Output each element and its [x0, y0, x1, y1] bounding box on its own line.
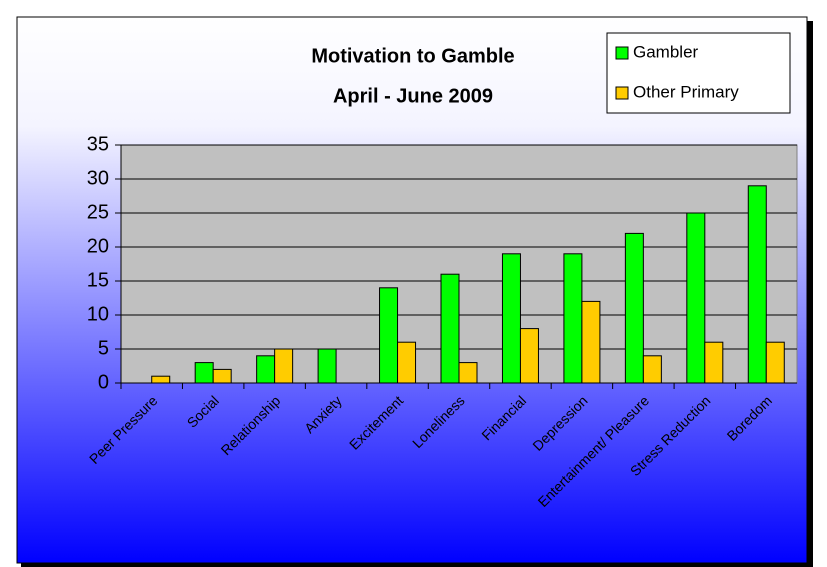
legend-label: Gambler	[633, 42, 699, 61]
bar	[581, 300, 601, 384]
bar	[274, 348, 294, 384]
bar	[642, 355, 662, 384]
y-tick-label: 10	[87, 303, 109, 325]
bar	[379, 287, 399, 384]
legend-swatch	[615, 46, 629, 60]
y-tick-label: 35	[87, 133, 109, 155]
y-tick-label: 25	[87, 201, 109, 223]
y-tick-label: 15	[87, 269, 109, 291]
bar	[765, 341, 785, 384]
bar	[440, 273, 460, 384]
bar	[256, 355, 276, 384]
bar	[151, 375, 171, 384]
bar	[317, 348, 337, 384]
y-tick-label: 30	[87, 167, 109, 189]
bar	[212, 368, 232, 384]
legend-box	[606, 32, 791, 114]
legend-swatch	[615, 86, 629, 100]
bar	[194, 362, 214, 384]
bar	[519, 328, 539, 384]
chart-subtitle: April - June 2009	[333, 85, 493, 107]
bar	[624, 232, 644, 384]
bar	[501, 253, 521, 384]
bar	[563, 253, 583, 384]
legend-label: Other Primary	[633, 82, 739, 101]
bar	[747, 185, 767, 384]
chart-title: Motivation to Gamble	[311, 45, 514, 67]
bar	[704, 341, 724, 384]
bar	[686, 212, 706, 384]
bar	[397, 341, 417, 384]
y-tick-label: 20	[87, 235, 109, 257]
y-tick-label: 5	[98, 337, 109, 359]
bar	[458, 362, 478, 384]
y-tick-label: 0	[98, 371, 109, 393]
